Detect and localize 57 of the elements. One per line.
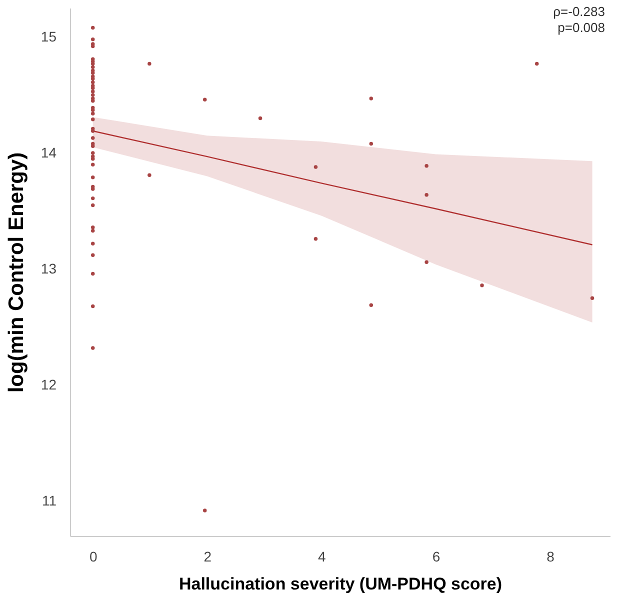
point xyxy=(90,346,95,350)
point xyxy=(590,296,594,300)
point xyxy=(314,237,318,241)
x-tick-label: 2 xyxy=(204,548,212,564)
x-tick-label: 4 xyxy=(318,548,326,564)
point xyxy=(90,26,95,30)
x-axis-title: Hallucination severity (UM-PDHQ score) xyxy=(178,574,502,594)
point xyxy=(90,108,95,112)
point xyxy=(90,304,95,308)
x-tick-label: 8 xyxy=(546,548,555,564)
y-tick-label: 12 xyxy=(40,376,57,393)
point xyxy=(534,62,539,66)
point xyxy=(314,165,318,169)
point xyxy=(202,508,207,512)
y-axis-title: log(min Control Energy) xyxy=(4,152,28,393)
annotation: ρ=-0.283 xyxy=(553,4,605,19)
y-tick-label: 11 xyxy=(42,492,57,509)
point xyxy=(369,303,374,307)
point xyxy=(90,112,95,116)
line-series xyxy=(92,130,593,246)
point xyxy=(90,242,95,246)
point xyxy=(90,71,95,75)
point xyxy=(90,151,95,155)
point xyxy=(90,176,95,180)
point xyxy=(148,62,152,66)
point xyxy=(90,37,95,42)
point xyxy=(90,136,95,140)
point xyxy=(148,173,152,177)
point xyxy=(369,142,374,146)
point xyxy=(424,164,428,168)
point xyxy=(90,272,95,276)
point xyxy=(90,196,95,200)
y-tick-label: 13 xyxy=(40,260,57,277)
point xyxy=(424,192,428,197)
point xyxy=(90,162,95,167)
point xyxy=(90,93,95,97)
point xyxy=(90,118,95,122)
point xyxy=(90,228,95,233)
point xyxy=(480,283,484,288)
point xyxy=(90,80,95,84)
point xyxy=(90,203,95,208)
point xyxy=(90,129,95,133)
point xyxy=(90,225,95,230)
point xyxy=(90,187,95,191)
point xyxy=(90,144,95,148)
point xyxy=(424,260,428,264)
x-tick-label: 6 xyxy=(432,548,440,564)
point xyxy=(202,98,207,102)
y-tick-label: 15 xyxy=(40,28,57,45)
point xyxy=(258,116,262,120)
annotation: p=0.008 xyxy=(558,20,605,35)
point xyxy=(90,65,95,70)
point xyxy=(369,96,374,100)
x-tick-label: 0 xyxy=(89,548,98,564)
y-tick-label: 14 xyxy=(40,144,57,161)
point xyxy=(90,253,95,258)
point xyxy=(90,90,95,94)
